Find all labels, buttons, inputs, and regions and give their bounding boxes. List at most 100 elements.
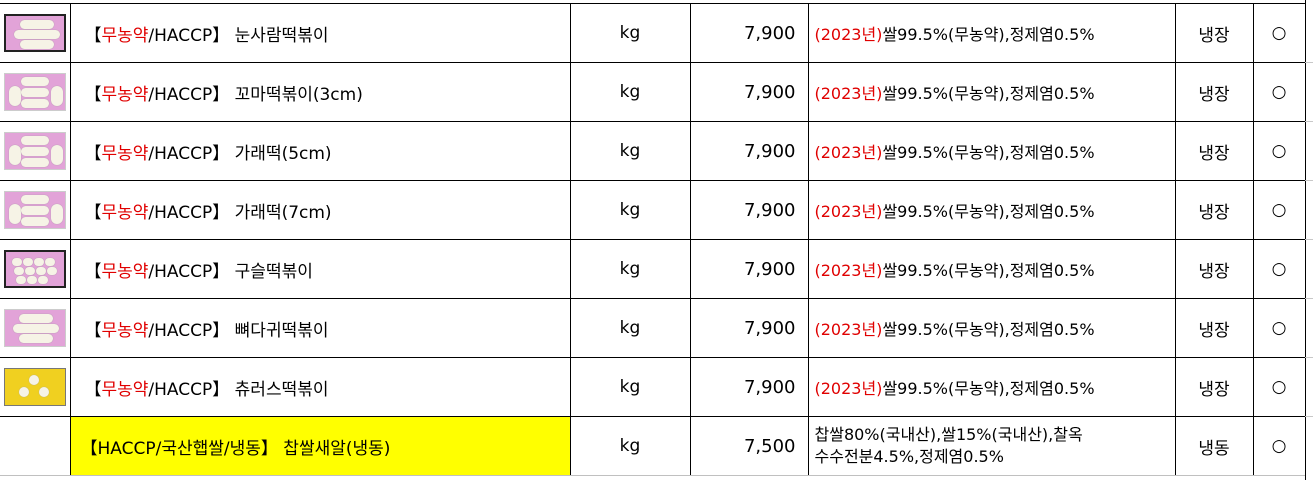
organic-label: 무농약	[101, 84, 149, 105]
rice-cake-shape	[20, 147, 49, 156]
rice-cake-shape	[20, 99, 49, 108]
rice-cake-shape	[26, 276, 37, 284]
product-thumbnail	[3, 191, 66, 229]
rice-cake-shape	[50, 86, 63, 106]
unit-cell[interactable]: kg	[569, 298, 691, 358]
grid-line	[1305, 357, 1313, 358]
storage-cell[interactable]: 냉장	[1174, 180, 1254, 240]
table-row: 【무농약/HACCP】 꼬마떡볶이(3cm) kg 7,900 (2023년)쌀…	[0, 62, 1306, 122]
year-label: (2023년)	[814, 261, 883, 280]
ingredients-text: 쌀99.5%(무농약),정제염0.5%	[882, 261, 1095, 280]
rice-cake-shape	[15, 276, 26, 284]
product-name-cell[interactable]: 【무농약/HACCP】 가래떡(7cm)	[69, 180, 571, 240]
table-row: 【무농약/HACCP】 눈사람떡볶이 kg 7,900 (2023년)쌀99.5…	[0, 3, 1306, 63]
bracket: 【	[84, 202, 102, 223]
price-cell[interactable]: 7,900	[689, 357, 809, 417]
rice-cake-shape	[33, 258, 44, 266]
unit-cell[interactable]: kg	[569, 357, 691, 417]
grid-line	[1305, 180, 1313, 181]
storage-cell[interactable]: 냉장	[1174, 62, 1254, 122]
availability-mark-cell[interactable]: ○	[1252, 3, 1306, 63]
unit-cell[interactable]: kg	[569, 239, 691, 299]
organic-label: 무농약	[101, 202, 149, 223]
rice-cake-shape	[20, 206, 49, 215]
ingredients-cell[interactable]: (2023년)쌀99.5%(무농약),정제염0.5%	[807, 239, 1176, 299]
product-name: /HACCP】 눈사람떡볶이	[148, 25, 329, 46]
rice-cake-shape	[18, 334, 53, 343]
price-cell[interactable]: 7,900	[689, 239, 809, 299]
price-cell[interactable]: 7,900	[689, 298, 809, 358]
price-cell[interactable]: 7,900	[689, 62, 809, 122]
price-cell[interactable]: 7,900	[689, 3, 809, 63]
year-label: (2023년)	[814, 379, 883, 398]
unit-cell[interactable]: kg	[569, 121, 691, 181]
rice-cake-shape	[13, 30, 60, 39]
rice-cake-shape	[18, 387, 29, 397]
storage-cell[interactable]: 냉동	[1174, 416, 1254, 476]
unit-cell[interactable]: kg	[569, 180, 691, 240]
product-thumbnail	[3, 368, 66, 406]
storage-cell[interactable]: 냉장	[1174, 121, 1254, 181]
table-row: 【무농약/HACCP】 뼈다귀떡볶이 kg 7,900 (2023년)쌀99.5…	[0, 298, 1306, 358]
ingredients-line: 찹쌀80%(국내산),쌀15%(국내산),찰옥	[814, 425, 1083, 444]
product-name-cell[interactable]: 【무농약/HACCP】 눈사람떡볶이	[69, 3, 571, 63]
availability-mark-cell[interactable]: ○	[1252, 239, 1306, 299]
year-label: (2023년)	[814, 143, 883, 162]
rice-cake-shape	[35, 267, 46, 275]
rice-cake-shape	[18, 314, 53, 323]
table-row: 【무농약/HACCP】 츄러스떡볶이 kg 7,900 (2023년)쌀99.5…	[0, 357, 1306, 417]
table-row: 【무농약/HACCP】 가래떡(5cm) kg 7,900 (2023년)쌀99…	[0, 121, 1306, 181]
rice-cake-shape	[50, 145, 63, 165]
unit-cell[interactable]: kg	[569, 3, 691, 63]
product-name-cell[interactable]: 【무농약/HACCP】 뼈다귀떡볶이	[69, 298, 571, 358]
rice-cake-shape	[20, 158, 49, 167]
availability-mark-cell[interactable]: ○	[1252, 416, 1306, 476]
product-name-cell[interactable]: 【무농약/HACCP】 츄러스떡볶이	[69, 357, 571, 417]
product-name: /HACCP】 구슬떡볶이	[148, 261, 313, 282]
ingredients-cell[interactable]: 찹쌀80%(국내산),쌀15%(국내산),찰옥 수수전분4.5%,정제염0.5%	[807, 416, 1176, 476]
price-cell[interactable]: 7,900	[689, 180, 809, 240]
organic-label: 무농약	[101, 379, 149, 400]
product-name-cell[interactable]: 【무농약/HACCP】 구슬떡볶이	[69, 239, 571, 299]
ingredients-cell[interactable]: (2023년)쌀99.5%(무농약),정제염0.5%	[807, 3, 1176, 63]
bracket: 【	[84, 320, 102, 341]
rice-cake-shape	[44, 258, 55, 266]
image-cell	[0, 357, 71, 417]
year-label: (2023년)	[814, 202, 883, 221]
ingredients-cell[interactable]: (2023년)쌀99.5%(무농약),정제염0.5%	[807, 180, 1176, 240]
organic-label: 무농약	[101, 320, 149, 341]
ingredients-cell[interactable]: (2023년)쌀99.5%(무농약),정제염0.5%	[807, 298, 1176, 358]
rice-cake-shape	[38, 387, 49, 397]
rice-cake-shape	[20, 77, 49, 86]
year-label: (2023년)	[814, 320, 883, 339]
ingredients-cell[interactable]: (2023년)쌀99.5%(무농약),정제염0.5%	[807, 357, 1176, 417]
availability-mark-cell[interactable]: ○	[1252, 180, 1306, 240]
storage-cell[interactable]: 냉장	[1174, 239, 1254, 299]
ingredients-cell[interactable]: (2023년)쌀99.5%(무농약),정제염0.5%	[807, 62, 1176, 122]
rice-cake-shape	[11, 258, 22, 266]
product-name-cell[interactable]: 【HACCP/국산햅쌀/냉동】 찹쌀새알(냉동)	[69, 416, 571, 476]
storage-cell[interactable]: 냉장	[1174, 357, 1254, 417]
organic-label: 무농약	[101, 25, 149, 46]
availability-mark-cell[interactable]: ○	[1252, 121, 1306, 181]
product-thumbnail	[3, 14, 66, 52]
unit-cell[interactable]: kg	[569, 416, 691, 476]
image-cell	[0, 180, 71, 240]
ingredients-text: 쌀99.5%(무농약),정제염0.5%	[882, 25, 1095, 44]
ingredients-cell[interactable]: (2023년)쌀99.5%(무농약),정제염0.5%	[807, 121, 1176, 181]
availability-mark-cell[interactable]: ○	[1252, 298, 1306, 358]
product-name-cell[interactable]: 【무농약/HACCP】 꼬마떡볶이(3cm)	[69, 62, 571, 122]
storage-cell[interactable]: 냉장	[1174, 3, 1254, 63]
ingredients-text: 쌀99.5%(무농약),정제염0.5%	[882, 320, 1095, 339]
availability-mark-cell[interactable]: ○	[1252, 62, 1306, 122]
grid-edge	[1305, 0, 1313, 480]
rice-cake-shape	[19, 20, 54, 29]
unit-cell[interactable]: kg	[569, 62, 691, 122]
price-cell[interactable]: 7,500	[689, 416, 809, 476]
availability-mark-cell[interactable]: ○	[1252, 357, 1306, 417]
price-cell[interactable]: 7,900	[689, 121, 809, 181]
ingredients-text: 쌀99.5%(무농약),정제염0.5%	[882, 202, 1095, 221]
product-name: /HACCP】 뼈다귀떡볶이	[148, 320, 329, 341]
product-name-cell[interactable]: 【무농약/HACCP】 가래떡(5cm)	[69, 121, 571, 181]
storage-cell[interactable]: 냉장	[1174, 298, 1254, 358]
